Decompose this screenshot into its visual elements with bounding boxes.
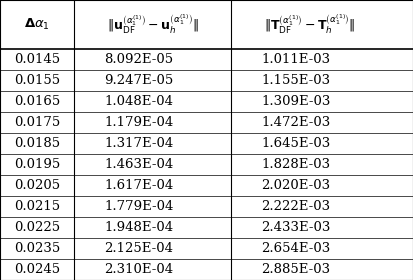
Text: 1.828E-03: 1.828E-03 (261, 158, 330, 171)
Text: 1.617E-04: 1.617E-04 (104, 179, 173, 192)
Text: 2.310E-04: 2.310E-04 (104, 263, 173, 276)
Text: 0.0215: 0.0215 (14, 200, 60, 213)
Text: 2.433E-03: 2.433E-03 (261, 221, 330, 234)
Text: 1.048E-04: 1.048E-04 (104, 95, 173, 108)
Text: 0.0245: 0.0245 (14, 263, 60, 276)
Text: 0.0145: 0.0145 (14, 53, 60, 66)
Text: 0.0235: 0.0235 (14, 242, 60, 255)
Text: 2.654E-03: 2.654E-03 (261, 242, 330, 255)
Text: 2.020E-03: 2.020E-03 (261, 179, 330, 192)
Text: $\|\mathbf{u}_{\mathrm{DF}}^{\left(\alpha_1^{(1)}\right)} - \mathbf{u}_h^{\left(: $\|\mathbf{u}_{\mathrm{DF}}^{\left(\alph… (107, 13, 199, 36)
Text: 2.885E-03: 2.885E-03 (261, 263, 330, 276)
Text: 2.125E-04: 2.125E-04 (104, 242, 173, 255)
Text: 1.309E-03: 1.309E-03 (261, 95, 330, 108)
Text: 1.011E-03: 1.011E-03 (261, 53, 330, 66)
Text: 1.948E-04: 1.948E-04 (104, 221, 173, 234)
Text: 0.0165: 0.0165 (14, 95, 60, 108)
Text: 1.463E-04: 1.463E-04 (104, 158, 173, 171)
Text: $\|\mathbf{T}_{\mathrm{DF}}^{\left(\alpha_1^{(1)}\right)} - \mathbf{T}_h^{\left(: $\|\mathbf{T}_{\mathrm{DF}}^{\left(\alph… (264, 13, 356, 36)
Text: 0.0175: 0.0175 (14, 116, 60, 129)
Text: 1.317E-04: 1.317E-04 (104, 137, 173, 150)
Text: 1.472E-03: 1.472E-03 (261, 116, 330, 129)
Text: 8.092E-05: 8.092E-05 (104, 53, 173, 66)
Text: 0.0185: 0.0185 (14, 137, 60, 150)
Text: 1.155E-03: 1.155E-03 (261, 74, 330, 87)
Text: 9.247E-05: 9.247E-05 (104, 74, 173, 87)
Text: 1.179E-04: 1.179E-04 (104, 116, 173, 129)
Text: 0.0195: 0.0195 (14, 158, 60, 171)
Text: 0.0155: 0.0155 (14, 74, 60, 87)
Text: 0.0225: 0.0225 (14, 221, 60, 234)
Text: 0.0205: 0.0205 (14, 179, 60, 192)
Text: 2.222E-03: 2.222E-03 (261, 200, 330, 213)
Text: 1.645E-03: 1.645E-03 (261, 137, 330, 150)
Text: 1.779E-04: 1.779E-04 (104, 200, 173, 213)
Text: $\boldsymbol{\Delta\alpha_1}$: $\boldsymbol{\Delta\alpha_1}$ (24, 17, 50, 32)
